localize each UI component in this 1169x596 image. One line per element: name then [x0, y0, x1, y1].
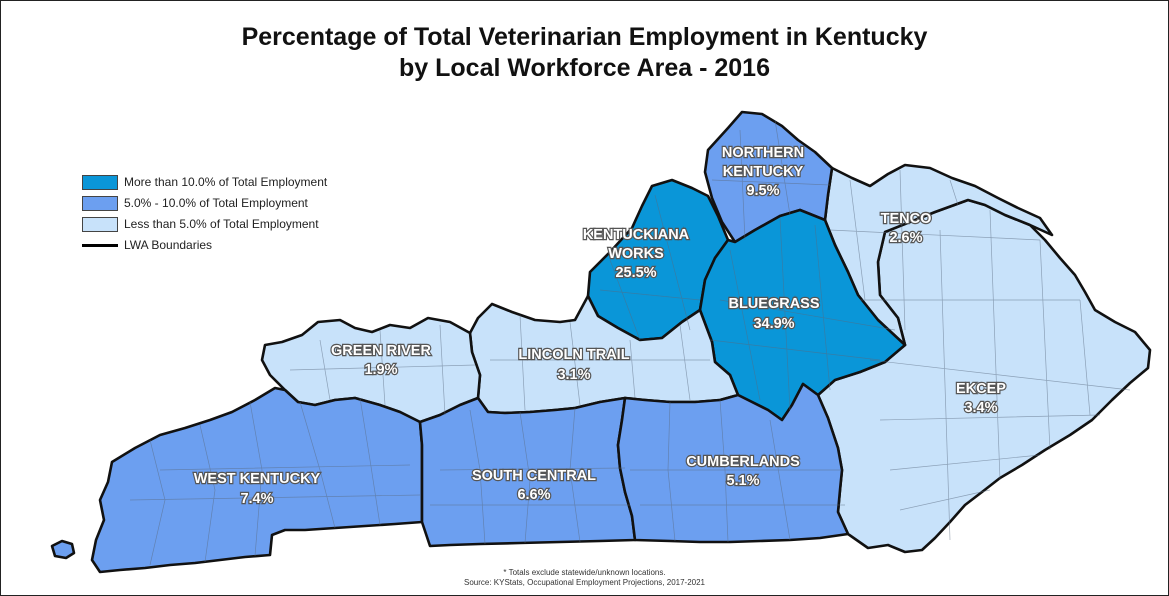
footnote: * Totals exclude statewide/unknown locat…: [503, 568, 666, 577]
legend-line-boundary: [82, 244, 118, 247]
label-bluegrass-value: 34.9%: [753, 316, 794, 332]
title-line-1: Percentage of Total Veterinarian Employm…: [241, 23, 928, 51]
label-tenco-value: 2.6%: [889, 230, 922, 246]
label-northern-kentucky-name-2: KENTUCKY: [723, 164, 804, 180]
region-cumberlands[interactable]: [616, 382, 850, 544]
label-green-river-value: 1.9%: [364, 362, 397, 378]
label-ekcep-name: EKCEP: [956, 381, 1006, 397]
label-lincoln-trail-value: 3.1%: [557, 367, 590, 383]
legend-label-mid: 5.0% - 10.0% of Total Employment: [124, 196, 308, 210]
legend-swatch-mid: [82, 196, 118, 211]
source-note: Source: KYStats, Occupational Employment…: [463, 578, 706, 587]
map-title: Percentage of Total Veterinarian Employm…: [0, 22, 1169, 84]
map-notes: * Totals exclude statewide/unknown locat…: [0, 568, 1169, 588]
western-exclave: [50, 539, 76, 560]
label-kentuckiana-name-2: WORKS: [608, 246, 664, 262]
label-bluegrass-name: BLUEGRASS: [728, 296, 819, 312]
label-tenco-name: TENCO: [881, 211, 932, 227]
label-ekcep-value: 3.4%: [964, 400, 997, 416]
label-west-kentucky-value: 7.4%: [240, 491, 273, 507]
legend-swatch-low: [82, 217, 118, 232]
title-line-2: by Local Workforce Area - 2016: [399, 54, 770, 82]
label-west-kentucky-name: WEST KENTUCKY: [194, 471, 321, 487]
legend-swatch-high: [82, 175, 118, 190]
label-northern-kentucky-name-1: NORTHERN: [722, 145, 804, 161]
legend-label-high: More than 10.0% of Total Employment: [124, 175, 328, 189]
legend-label-boundary: LWA Boundaries: [124, 238, 213, 252]
label-cumberlands-value: 5.1%: [726, 473, 759, 489]
county-lines: [129, 119, 1131, 566]
legend-label-low: Less than 5.0% of Total Employment: [124, 217, 319, 231]
label-northern-kentucky-value: 9.5%: [746, 183, 779, 199]
label-kentuckiana-value: 25.5%: [615, 265, 656, 281]
label-kentuckiana-name-1: KENTUCKIANA: [583, 227, 690, 243]
label-lincoln-trail-name: LINCOLN TRAIL: [518, 347, 629, 363]
label-cumberlands-name: CUMBERLANDS: [686, 454, 800, 470]
region-west-kentucky[interactable]: [90, 386, 424, 574]
label-green-river-name: GREEN RIVER: [331, 343, 431, 359]
label-south-central-value: 6.6%: [517, 487, 550, 503]
label-south-central-name: SOUTH CENTRAL: [472, 468, 596, 484]
